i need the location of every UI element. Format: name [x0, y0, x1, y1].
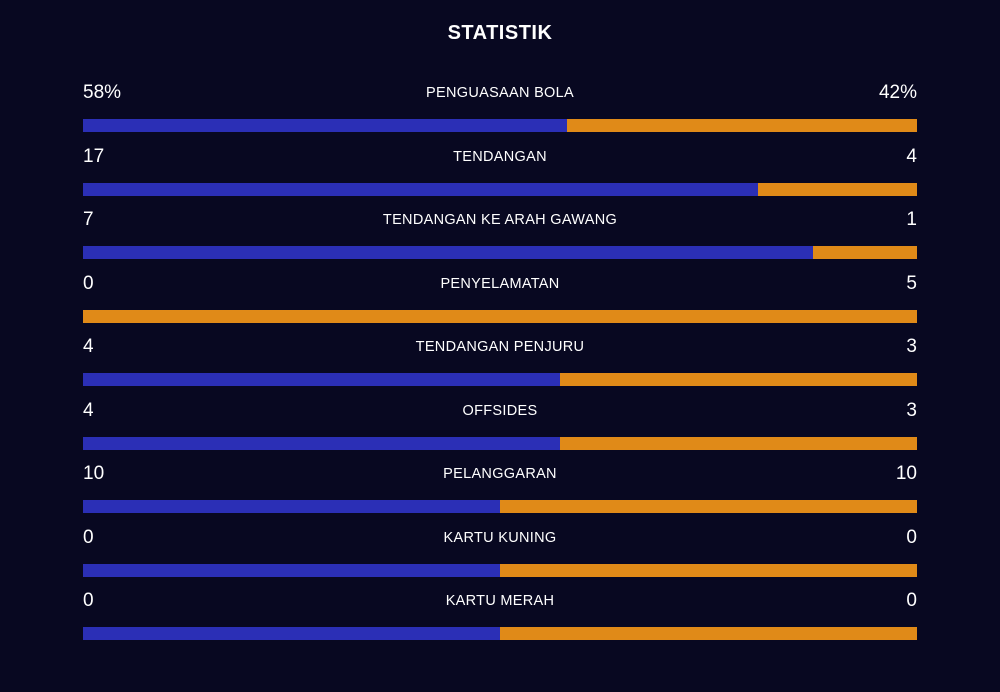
- away-value: 0: [906, 526, 917, 548]
- home-value: 58%: [83, 82, 122, 103]
- stat-label: TENDANGAN PENJURU: [415, 339, 585, 355]
- away-value: 5: [906, 272, 917, 294]
- home-value: 0: [83, 526, 94, 548]
- comparison-bar: [83, 246, 917, 259]
- home-bar-segment: [83, 373, 560, 386]
- comparison-bar: [83, 309, 917, 323]
- stat-head: 0 KARTU KUNING 0: [83, 526, 917, 552]
- away-value: 4: [906, 145, 917, 167]
- stat-head: 7 TENDANGAN KE ARAH GAWANG 1: [83, 208, 917, 234]
- away-bar-segment: [559, 436, 917, 450]
- stat-row: 0 KARTU KUNING 0: [83, 526, 917, 590]
- home-value: 4: [83, 336, 94, 357]
- away-bar-segment: [500, 500, 917, 513]
- stat-row: 0 PENYELAMATAN 5: [83, 272, 917, 336]
- home-bar-segment: [83, 246, 813, 259]
- away-bar-segment: [500, 627, 917, 640]
- home-bar-segment: [83, 627, 500, 640]
- away-value: 3: [906, 336, 917, 357]
- away-bar-segment: [500, 563, 917, 577]
- home-value: 7: [83, 209, 94, 230]
- home-bar-segment: [83, 563, 500, 577]
- comparison-bar: [83, 627, 917, 640]
- stat-row: 10 PELANGGARAN 10: [83, 462, 917, 526]
- stat-label: TENDANGAN KE ARAH GAWANG: [382, 212, 618, 228]
- stat-head: 0 KARTU MERAH 0: [83, 589, 917, 615]
- stat-label: KARTU MERAH: [445, 593, 555, 609]
- away-value: 3: [906, 399, 917, 421]
- stat-head: 4 OFFSIDES 3: [83, 399, 917, 425]
- home-value: 0: [83, 272, 94, 294]
- away-value: 42%: [878, 82, 917, 103]
- stat-label: OFFSIDES: [462, 402, 538, 419]
- away-bar-segment: [758, 182, 917, 196]
- stat-head: 4 TENDANGAN PENJURU 3: [83, 335, 917, 361]
- home-value: 10: [83, 463, 105, 484]
- stat-head: 17 TENDANGAN 4: [83, 145, 917, 171]
- page-title: STATISTIK: [447, 22, 553, 44]
- stat-row: 58% PENGUASAAN BOLA 42%: [83, 81, 917, 145]
- comparison-bar: [83, 373, 917, 386]
- home-value: 0: [83, 590, 94, 611]
- home-value: 4: [83, 399, 94, 421]
- comparison-bar: [83, 436, 917, 450]
- home-bar-segment: [83, 182, 759, 196]
- stats-list: 58% PENGUASAAN BOLA 42% 17 TENDANGAN 4 7…: [83, 81, 917, 653]
- comparison-bar: [83, 119, 917, 132]
- stat-label: KARTU KUNING: [443, 529, 557, 546]
- home-bar-segment: [83, 500, 500, 513]
- stat-head: 0 PENYELAMATAN 5: [83, 272, 917, 298]
- stat-row: 17 TENDANGAN 4: [83, 145, 917, 209]
- away-bar-segment: [812, 246, 917, 259]
- stat-row: 7 TENDANGAN KE ARAH GAWANG 1: [83, 208, 917, 272]
- stat-head: 10 PELANGGARAN 10: [83, 462, 917, 488]
- home-value: 17: [83, 145, 105, 167]
- comparison-bar: [83, 500, 917, 513]
- comparison-bar: [83, 182, 917, 196]
- stat-label: PENYELAMATAN: [440, 275, 560, 292]
- stat-row: 4 OFFSIDES 3: [83, 399, 917, 463]
- stat-head: 58% PENGUASAAN BOLA 42%: [83, 81, 917, 107]
- away-bar-segment: [83, 309, 917, 323]
- comparison-bar: [83, 563, 917, 577]
- stat-label: PELANGGARAN: [443, 466, 557, 482]
- stat-label: PENGUASAAN BOLA: [426, 85, 574, 101]
- stat-label: TENDANGAN: [453, 148, 547, 165]
- stat-row: 0 KARTU MERAH 0: [83, 589, 917, 653]
- away-bar-segment: [559, 373, 917, 386]
- away-value: 0: [906, 590, 917, 611]
- away-value: 1: [906, 209, 917, 230]
- home-bar-segment: [83, 436, 560, 450]
- away-bar-segment: [566, 119, 917, 132]
- stat-row: 4 TENDANGAN PENJURU 3: [83, 335, 917, 399]
- away-value: 10: [895, 463, 917, 484]
- home-bar-segment: [83, 119, 567, 132]
